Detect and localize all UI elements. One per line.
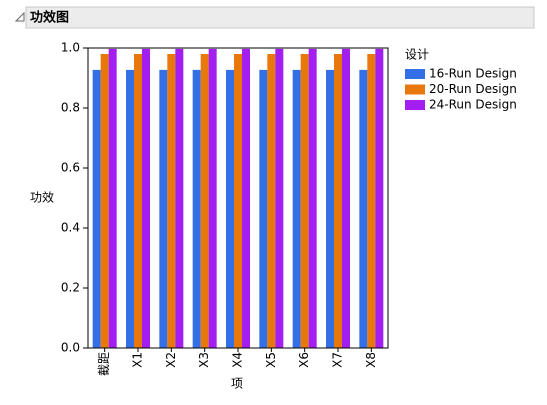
x-tick-label: X4 (231, 352, 245, 368)
y-tick-label: 0.4 (61, 221, 80, 235)
x-tick-label: X8 (364, 352, 378, 368)
bar (292, 69, 301, 349)
bar (208, 48, 217, 349)
legend-label: 16-Run Design (429, 67, 517, 81)
y-tick-label: 0.8 (61, 101, 80, 115)
bar (226, 69, 234, 349)
bar (334, 54, 342, 348)
bar (342, 48, 350, 349)
collapse-toggle[interactable] (14, 11, 25, 22)
y-tick-label: 0.6 (61, 161, 80, 175)
panel-header (25, 6, 535, 29)
bar (126, 69, 134, 349)
bar (192, 69, 201, 349)
legend-swatch (405, 69, 425, 79)
legend-label: 24-Run Design (429, 98, 517, 112)
bar (275, 48, 284, 349)
bar (359, 69, 368, 349)
panel-title: 功效图 (30, 10, 69, 26)
bar (92, 69, 101, 349)
y-tick-label: 0.0 (61, 341, 80, 355)
x-tick-label: X3 (197, 352, 211, 368)
bar (242, 48, 250, 349)
y-tick-label: 1.0 (61, 41, 80, 55)
x-tick-label: X5 (264, 352, 278, 368)
bar (259, 69, 268, 349)
bar (167, 54, 176, 348)
x-tick-label: 截距 (97, 352, 111, 376)
bar (200, 54, 209, 348)
plot-frame (87, 47, 389, 349)
bar (142, 48, 150, 349)
bar (326, 69, 334, 349)
bar (159, 69, 168, 349)
bar (308, 48, 317, 349)
x-axis-label: 项 (231, 377, 243, 391)
legend-title: 设计 (405, 48, 429, 62)
bar (234, 54, 242, 348)
bar (367, 54, 376, 348)
legend-label: 20-Run Design (429, 82, 517, 96)
bar (175, 48, 184, 349)
bar (300, 54, 309, 348)
bar (108, 48, 117, 349)
x-tick-label: X2 (164, 352, 178, 368)
x-tick-label: X1 (131, 352, 145, 368)
bar (375, 48, 384, 349)
legend-swatch (405, 84, 425, 95)
y-tick-label: 0.2 (61, 281, 80, 295)
bar (134, 54, 142, 348)
legend-swatch (405, 100, 425, 110)
bar (100, 54, 109, 348)
x-tick-label: X6 (297, 352, 311, 368)
bar (267, 54, 276, 348)
x-tick-label: X7 (331, 352, 345, 368)
y-axis-label: 功效 (30, 190, 54, 205)
